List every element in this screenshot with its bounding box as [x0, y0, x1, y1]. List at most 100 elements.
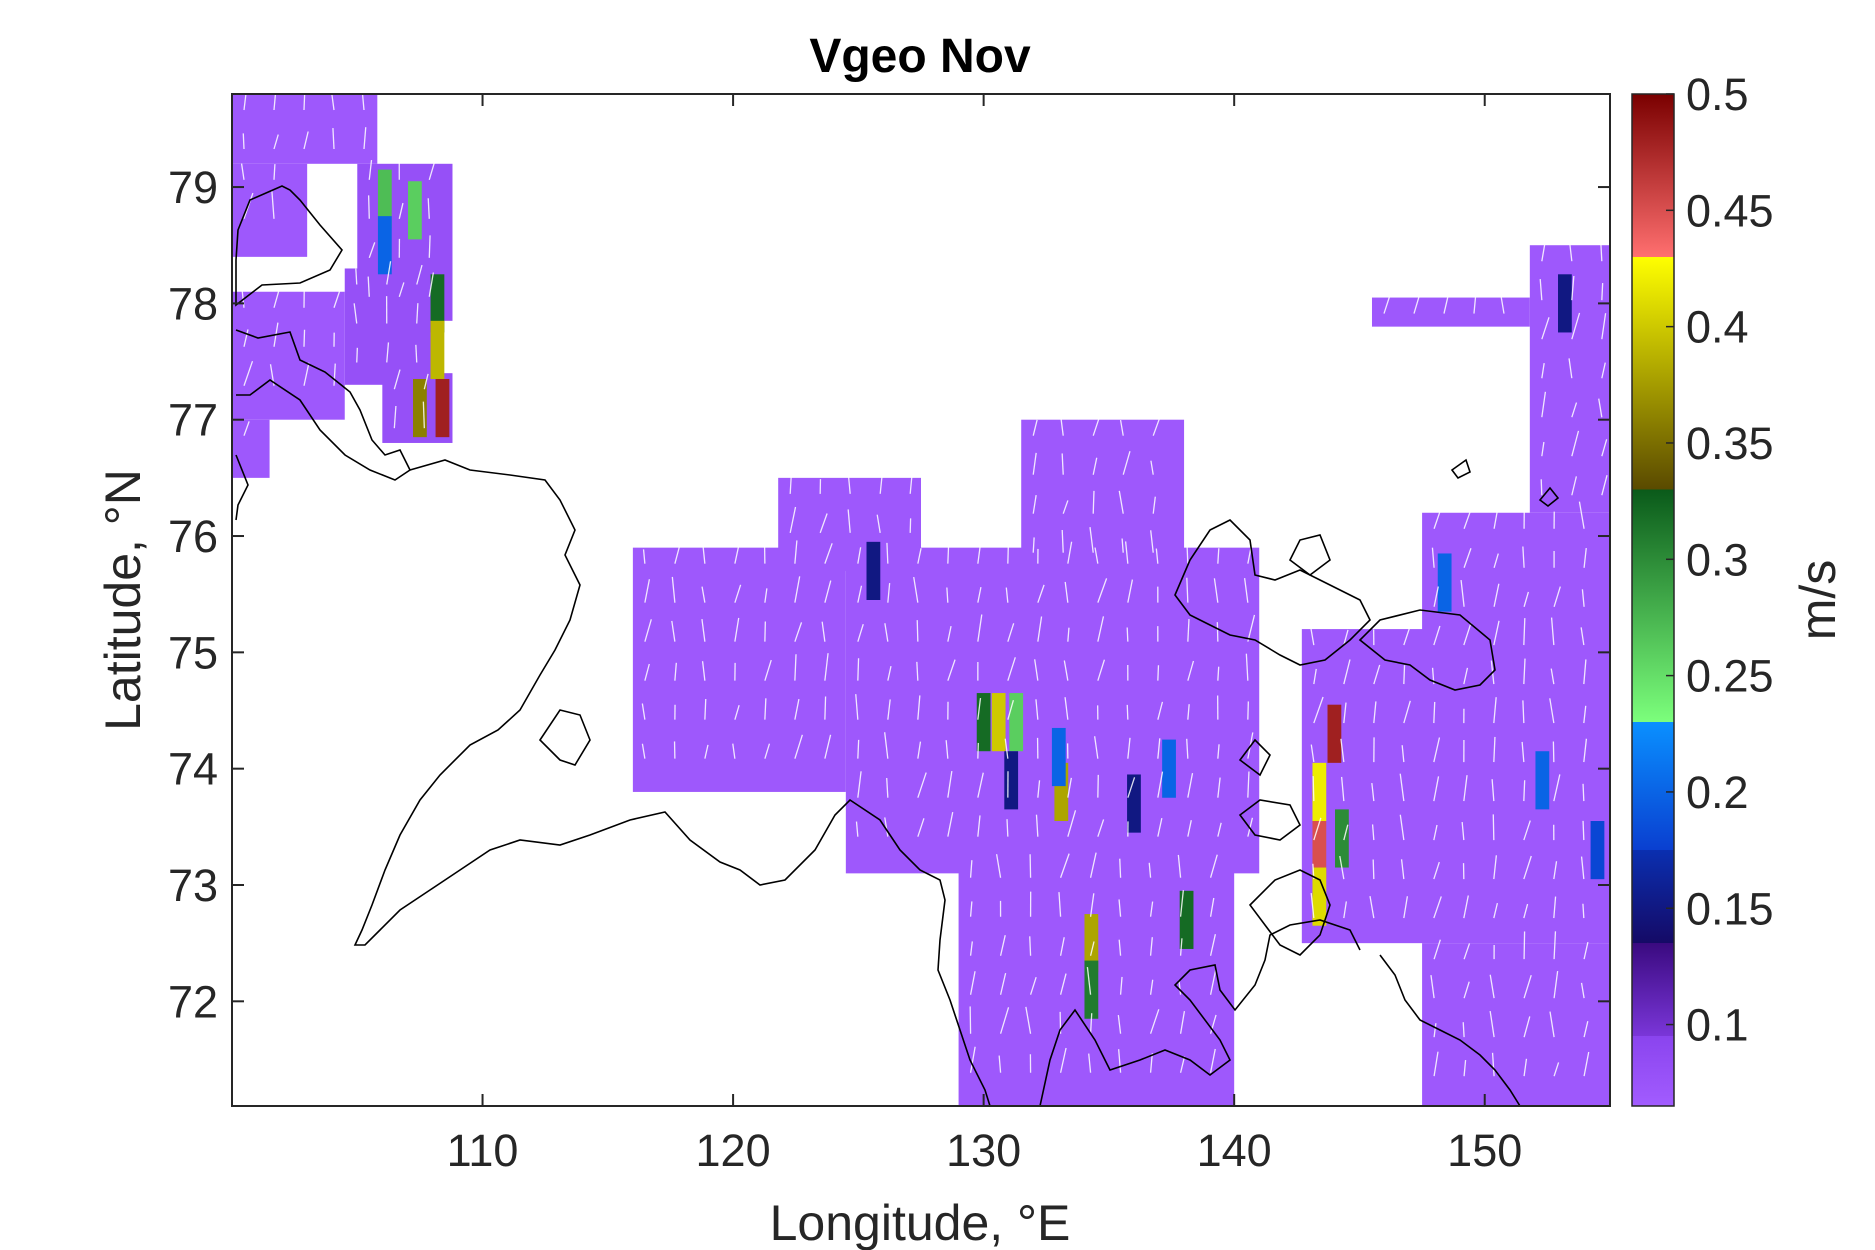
current-vector: [1118, 1049, 1122, 1073]
current-vector: [1126, 704, 1129, 720]
current-vector: [764, 743, 771, 759]
current-vector: [1097, 659, 1106, 681]
current-vector: [1310, 892, 1315, 919]
current-vector: [1601, 439, 1608, 457]
velocity-region: [232, 419, 270, 478]
current-vector: [977, 614, 983, 642]
current-vector: [1186, 738, 1189, 759]
current-vector: [884, 817, 889, 837]
current-vector: [1371, 783, 1375, 802]
current-vector: [1343, 901, 1347, 919]
current-vector: [947, 625, 952, 642]
current-vector: [1431, 547, 1435, 568]
current-vector: [857, 658, 860, 681]
current-vector: [824, 734, 832, 759]
current-vector: [1373, 664, 1381, 685]
x-tick-label: 110: [447, 1125, 519, 1176]
current-vector: [857, 739, 860, 759]
current-vector: [644, 663, 650, 681]
current-vector: [917, 695, 921, 720]
current-vector: [1598, 398, 1603, 418]
current-vector: [1541, 240, 1546, 262]
current-vector: [977, 545, 981, 564]
current-vector: [732, 743, 736, 759]
velocity-cell: [1084, 960, 1099, 1019]
current-vector: [333, 290, 341, 308]
velocity-region: [1301, 629, 1610, 944]
current-vector: [1037, 616, 1043, 642]
current-vector: [1433, 586, 1439, 607]
current-vector: [1089, 527, 1094, 553]
current-vector: [303, 131, 309, 150]
current-vector: [1247, 701, 1249, 720]
y-tick-label: 73: [168, 860, 218, 911]
velocity-region: [344, 268, 433, 385]
current-vector: [1148, 862, 1152, 878]
current-vector: [909, 466, 914, 494]
current-vector: [1541, 363, 1545, 379]
current-vector: [1581, 589, 1585, 607]
current-vector: [393, 405, 397, 429]
current-vector: [1373, 701, 1377, 724]
current-vector: [1064, 581, 1069, 603]
current-vector: [886, 777, 889, 798]
current-vector: [946, 587, 949, 603]
velocity-cell: [1535, 751, 1550, 810]
current-vector: [1413, 288, 1423, 314]
current-vector: [363, 127, 367, 150]
current-vector: [1571, 312, 1581, 340]
current-vector: [368, 242, 376, 259]
current-vector: [1433, 939, 1441, 960]
chart-title: Vgeo Nov: [809, 30, 1031, 83]
current-vector: [1157, 738, 1161, 759]
velocity-cell: [1162, 739, 1176, 798]
current-vector: [999, 1007, 1010, 1034]
current-vector: [1553, 861, 1558, 880]
current-vector: [824, 580, 832, 603]
current-vector: [1177, 854, 1182, 878]
current-vector: [386, 342, 390, 363]
current-vector: [1433, 625, 1441, 646]
current-vector: [1550, 668, 1555, 685]
current-vector: [1369, 896, 1375, 919]
current-vector: [1489, 974, 1495, 999]
current-vector: [1157, 817, 1163, 837]
current-vector: [1433, 737, 1441, 763]
colorbar-tick-label: 0.5: [1686, 69, 1749, 120]
velocity-cell: [1590, 821, 1605, 880]
current-vector: [1383, 292, 1392, 314]
current-vector: [1578, 501, 1585, 529]
velocity-cell: [1179, 890, 1194, 949]
current-vector: [273, 281, 282, 308]
current-vector: [1179, 1011, 1186, 1034]
coastline-east: [1379, 954, 1521, 1106]
current-vector: [1399, 773, 1405, 802]
current-vector: [1583, 941, 1589, 960]
current-vector: [1523, 1016, 1531, 1038]
current-vector: [1343, 702, 1347, 724]
current-vector: [1127, 737, 1131, 759]
current-vector: [1523, 903, 1529, 919]
current-vector: [1523, 974, 1532, 999]
current-vector: [1460, 580, 1465, 607]
current-vector: [1217, 777, 1221, 798]
current-vector: [969, 941, 973, 956]
current-vector: [857, 624, 864, 642]
current-vector: [1034, 659, 1039, 681]
current-vector: [999, 972, 1007, 995]
current-vector: [1463, 667, 1469, 685]
current-vector: [1067, 541, 1073, 564]
current-vector: [916, 661, 919, 681]
current-vector: [1092, 419, 1100, 436]
current-vector: [1117, 1015, 1122, 1034]
current-vector: [1343, 659, 1351, 685]
current-vector: [1463, 981, 1470, 999]
current-vector: [1433, 511, 1441, 529]
current-vector: [1343, 629, 1349, 646]
current-vector: [847, 470, 851, 494]
colorbar-tick-label: 0.4: [1686, 302, 1749, 353]
current-vector: [1312, 776, 1315, 802]
current-vector: [887, 666, 892, 681]
current-vector: [1032, 494, 1037, 514]
current-vector: [886, 542, 889, 564]
